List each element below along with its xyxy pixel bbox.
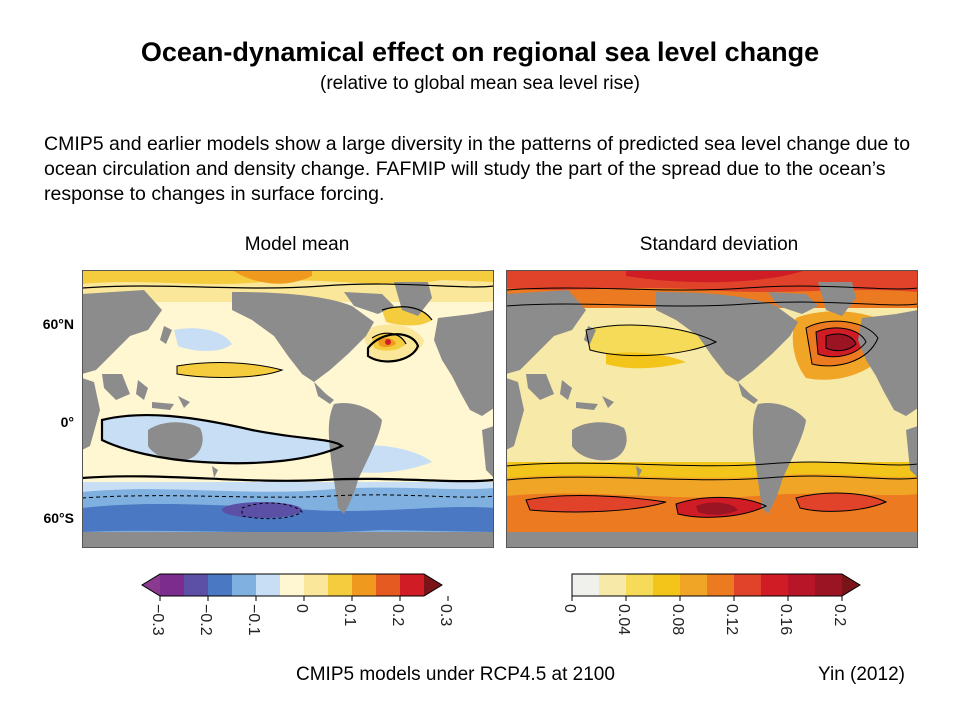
- latitude-label-60n: 60°N: [42, 316, 74, 332]
- colorbar-std-swatch: [707, 574, 735, 596]
- colorbar-std-tick-label: 0.04: [615, 604, 632, 635]
- colorbar-std-swatch: [599, 574, 627, 596]
- colorbar-std-tick-label: 0.16: [777, 604, 794, 635]
- colorbar-std-swatch: [734, 574, 762, 596]
- colorbar-std-tick-label: 0.08: [669, 604, 686, 635]
- colorbar-std-swatch: [761, 574, 789, 596]
- contour-lines-std: [506, 285, 918, 518]
- colorbar-std-tick-label: 0.12: [723, 604, 740, 635]
- panel-label-model-mean: Model mean: [244, 234, 350, 255]
- colorbar-mean-swatch: [328, 574, 353, 596]
- colorbar-mean-swatch: [184, 574, 209, 596]
- sea-level-field-std: [506, 270, 918, 548]
- latitude-label-equator: 0°: [60, 414, 74, 430]
- map-standard-deviation: [506, 270, 918, 548]
- colorbar-mean-swatch: [400, 574, 425, 596]
- colorbar-mean-swatch: [304, 574, 329, 596]
- colorbar-std-over-arrow: [842, 574, 860, 596]
- colorbar-mean-outline: [141, 573, 443, 597]
- colorbar-std-swatch: [788, 574, 816, 596]
- colorbar-mean-swatch: [352, 574, 377, 596]
- colorbar-std-outline: [571, 573, 861, 597]
- colorbar-mean-under-arrow: [142, 574, 160, 596]
- sea-level-field-mean: [82, 270, 494, 548]
- panel-label-standard-deviation: Standard deviation: [639, 234, 799, 255]
- colorbar-mean-tick-label: 0: [293, 604, 310, 613]
- map-model-mean: [82, 270, 494, 548]
- colorbar-mean-swatch: [232, 574, 257, 596]
- citation: Yin (2012): [818, 664, 905, 685]
- colorbar-standard-deviation: 0 0.04 0.08 0.12 0.16 0.2: [560, 570, 870, 650]
- colorbar-mean-swatch: [208, 574, 233, 596]
- colorbar-mean-tick-label: 0.2: [389, 604, 406, 626]
- land-mask: [82, 282, 494, 548]
- colorbar-mean-tick-label: 0.1: [341, 604, 358, 626]
- land-mask-std: [506, 282, 918, 548]
- colorbar-std-swatch: [815, 574, 843, 596]
- contour-lines-mean: [82, 283, 494, 520]
- colorbar-mean-swatch: [376, 574, 401, 596]
- description-paragraph: CMIP5 and earlier models show a large di…: [44, 133, 911, 205]
- colorbar-std-swatch: [680, 574, 708, 596]
- colorbar-mean-swatch: [280, 574, 305, 596]
- colorbar-mean-tick-label: −0.3: [149, 604, 166, 636]
- colorbar-std-swatch: [653, 574, 681, 596]
- latitude-label-60s: 60°S: [43, 510, 74, 526]
- colorbar-std-swatch: [572, 574, 600, 596]
- colorbar-model-mean: −0.3 −0.2 −0.1 0 0.1 0.2 0.3: [140, 570, 454, 650]
- colorbar-std-tick-label: 0: [561, 604, 578, 613]
- slide-subtitle: (relative to global mean sea level rise): [320, 73, 640, 94]
- slide-title: Ocean-dynamical effect on regional sea l…: [140, 37, 820, 67]
- colorbar-mean-over-arrow: [424, 574, 442, 596]
- colorbar-mean-tick-label: −0.1: [245, 604, 262, 636]
- colorbar-mean-swatch: [256, 574, 281, 596]
- scenario-caption: CMIP5 models under RCP4.5 at 2100: [296, 664, 615, 685]
- colorbar-mean-tick-label: −0.2: [197, 604, 214, 636]
- colorbar-std-swatch: [626, 574, 654, 596]
- colorbar-mean-swatch: [160, 574, 185, 596]
- colorbar-mean-tick-label: 0.3: [437, 604, 454, 626]
- colorbar-std-tick-label: 0.2: [831, 604, 848, 626]
